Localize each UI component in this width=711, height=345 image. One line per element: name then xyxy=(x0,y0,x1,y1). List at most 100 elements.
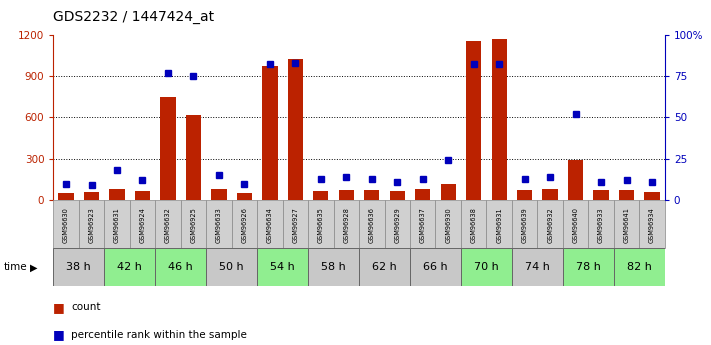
Text: GDS2232 / 1447424_at: GDS2232 / 1447424_at xyxy=(53,10,215,24)
Text: GSM96638: GSM96638 xyxy=(471,207,476,243)
Bar xyxy=(333,200,359,248)
Bar xyxy=(109,189,124,200)
Text: 62 h: 62 h xyxy=(372,263,397,272)
Bar xyxy=(257,200,283,248)
Bar xyxy=(58,193,74,200)
Bar xyxy=(262,66,277,200)
Bar xyxy=(105,200,129,248)
Bar xyxy=(512,200,538,248)
Text: GSM96926: GSM96926 xyxy=(242,207,247,243)
Text: GSM96923: GSM96923 xyxy=(89,207,95,243)
Bar xyxy=(257,248,308,286)
Text: percentile rank within the sample: percentile rank within the sample xyxy=(71,330,247,339)
Bar xyxy=(135,191,150,200)
Bar xyxy=(512,248,563,286)
Bar xyxy=(359,200,385,248)
Bar xyxy=(206,248,257,286)
Text: 74 h: 74 h xyxy=(525,263,550,272)
Bar xyxy=(155,248,206,286)
Bar xyxy=(308,248,359,286)
Text: 42 h: 42 h xyxy=(117,263,142,272)
Bar xyxy=(410,248,461,286)
Text: 38 h: 38 h xyxy=(66,263,91,272)
Bar xyxy=(308,200,333,248)
Bar xyxy=(181,200,206,248)
Bar xyxy=(364,190,380,200)
Text: GSM96632: GSM96632 xyxy=(165,207,171,243)
Text: 58 h: 58 h xyxy=(321,263,346,272)
Text: GSM96930: GSM96930 xyxy=(445,207,451,243)
Bar xyxy=(338,190,354,200)
Bar xyxy=(563,248,614,286)
Bar xyxy=(614,248,665,286)
Bar xyxy=(415,189,430,200)
Bar xyxy=(589,200,614,248)
Bar xyxy=(461,200,486,248)
Text: GSM96928: GSM96928 xyxy=(343,207,349,243)
Bar xyxy=(568,160,583,200)
Bar xyxy=(594,190,609,200)
Bar xyxy=(359,248,410,286)
Bar xyxy=(466,41,481,200)
Text: ▶: ▶ xyxy=(30,263,38,272)
Bar xyxy=(155,200,181,248)
Text: ■: ■ xyxy=(53,328,65,341)
Text: ■: ■ xyxy=(53,300,65,314)
Bar xyxy=(53,248,105,286)
Text: GSM96925: GSM96925 xyxy=(191,207,196,243)
Bar xyxy=(129,200,155,248)
Text: GSM96929: GSM96929 xyxy=(395,207,400,243)
Bar xyxy=(237,193,252,200)
Bar xyxy=(410,200,435,248)
Bar xyxy=(84,192,99,200)
Bar xyxy=(206,200,232,248)
Text: GSM96934: GSM96934 xyxy=(649,207,655,243)
Text: GSM96633: GSM96633 xyxy=(216,207,222,243)
Text: GSM96630: GSM96630 xyxy=(63,207,69,243)
Bar xyxy=(517,190,533,200)
Bar xyxy=(491,39,507,200)
Text: 50 h: 50 h xyxy=(220,263,244,272)
Text: GSM96932: GSM96932 xyxy=(547,207,553,243)
Bar xyxy=(619,190,634,200)
Bar xyxy=(161,97,176,200)
Bar xyxy=(313,191,328,200)
Text: count: count xyxy=(71,302,100,312)
Bar xyxy=(283,200,308,248)
Bar xyxy=(288,59,303,200)
Text: 82 h: 82 h xyxy=(627,263,652,272)
Text: GSM96635: GSM96635 xyxy=(318,207,324,243)
Text: GSM96641: GSM96641 xyxy=(624,207,629,243)
Text: GSM96927: GSM96927 xyxy=(292,207,299,243)
Bar xyxy=(441,184,456,200)
Text: GSM96631: GSM96631 xyxy=(114,207,120,243)
Bar xyxy=(105,248,155,286)
Text: 54 h: 54 h xyxy=(270,263,295,272)
Bar xyxy=(542,189,557,200)
Bar xyxy=(211,189,227,200)
Bar xyxy=(486,200,512,248)
Bar xyxy=(232,200,257,248)
Text: 70 h: 70 h xyxy=(474,263,499,272)
Text: time: time xyxy=(4,263,27,272)
Text: GSM96933: GSM96933 xyxy=(598,207,604,243)
Bar xyxy=(614,200,639,248)
Bar xyxy=(461,248,512,286)
Text: GSM96634: GSM96634 xyxy=(267,207,273,243)
Text: 66 h: 66 h xyxy=(423,263,448,272)
Text: GSM96924: GSM96924 xyxy=(139,207,146,243)
Text: GSM96931: GSM96931 xyxy=(496,207,502,243)
Bar xyxy=(79,200,105,248)
Bar xyxy=(390,191,405,200)
Bar xyxy=(53,200,79,248)
Text: GSM96639: GSM96639 xyxy=(522,207,528,243)
Text: GSM96640: GSM96640 xyxy=(572,207,579,243)
Text: 46 h: 46 h xyxy=(169,263,193,272)
Text: GSM96637: GSM96637 xyxy=(419,207,426,243)
Bar xyxy=(639,200,665,248)
Bar xyxy=(385,200,410,248)
Bar xyxy=(186,115,201,200)
Bar xyxy=(435,200,461,248)
Bar xyxy=(563,200,589,248)
Bar xyxy=(538,200,563,248)
